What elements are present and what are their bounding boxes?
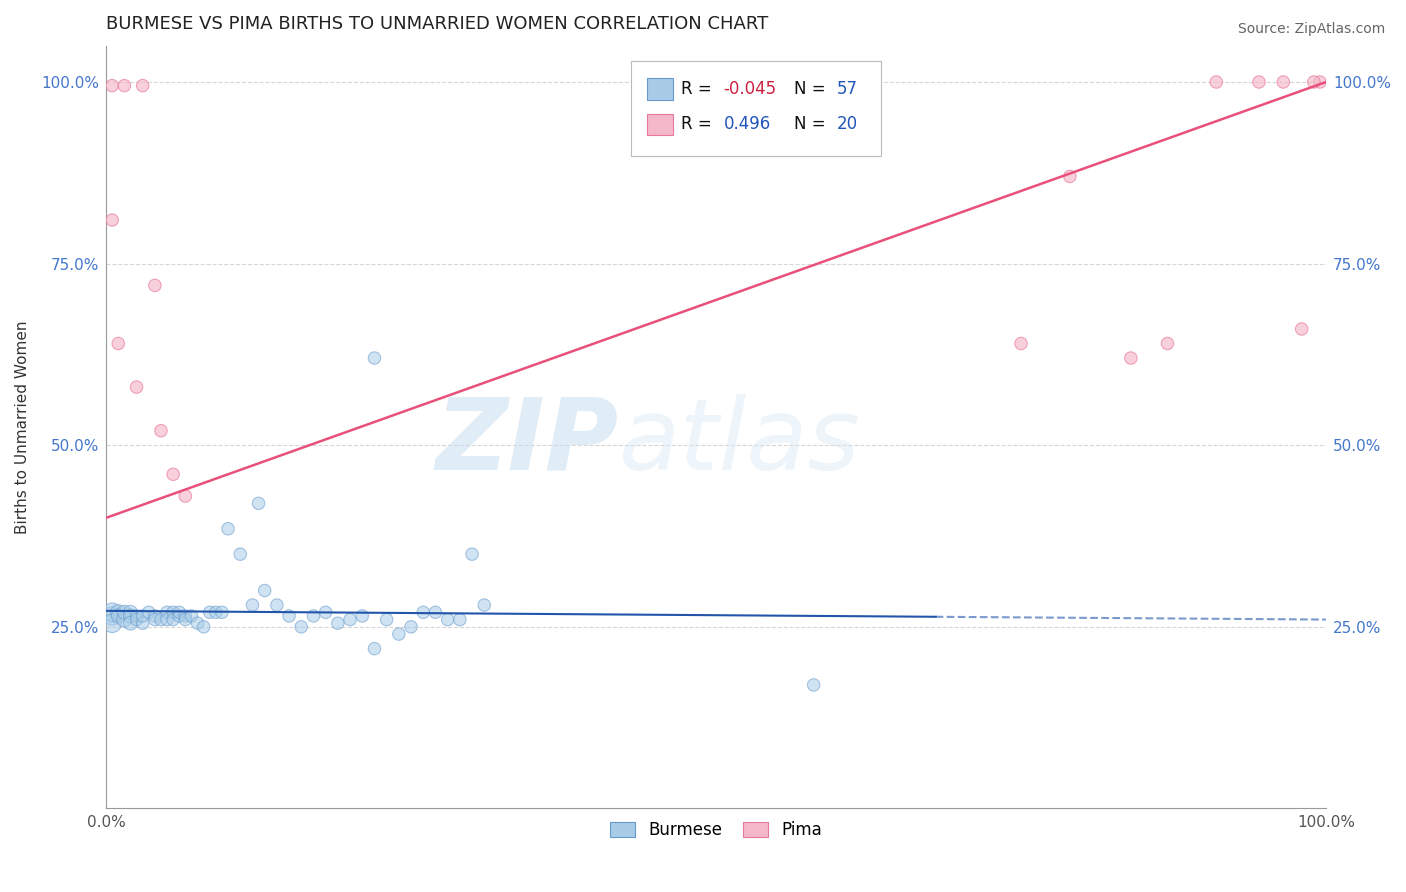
FancyBboxPatch shape — [647, 78, 673, 100]
Point — [1156, 336, 1178, 351]
Point — [1272, 75, 1295, 89]
Point — [302, 609, 325, 624]
Point — [1010, 336, 1032, 351]
FancyBboxPatch shape — [647, 113, 673, 135]
Point — [107, 336, 129, 351]
Point — [112, 613, 135, 627]
Point — [1205, 75, 1227, 89]
Text: R =: R = — [681, 115, 721, 133]
Point — [125, 613, 148, 627]
Point — [1309, 75, 1331, 89]
Point — [120, 616, 142, 631]
Point — [143, 609, 166, 624]
Point — [156, 613, 179, 627]
Point — [101, 78, 124, 93]
Point — [131, 609, 153, 624]
Point — [412, 605, 434, 619]
Point — [112, 78, 135, 93]
Point — [375, 613, 398, 627]
Point — [339, 613, 361, 627]
Point — [131, 616, 153, 631]
Text: atlas: atlas — [619, 393, 860, 491]
Point — [363, 641, 385, 656]
Point — [143, 278, 166, 293]
Point — [290, 620, 312, 634]
Point — [101, 616, 124, 631]
Point — [107, 605, 129, 619]
Point — [449, 613, 471, 627]
Point — [162, 605, 184, 619]
Point — [131, 78, 153, 93]
Point — [101, 213, 124, 227]
Text: 57: 57 — [837, 80, 858, 98]
Point — [174, 613, 197, 627]
Point — [149, 424, 172, 438]
Point — [326, 616, 349, 631]
Point — [1291, 322, 1313, 336]
Point — [399, 620, 422, 634]
Point — [193, 620, 215, 634]
Text: ZIP: ZIP — [436, 393, 619, 491]
Point — [1302, 75, 1324, 89]
Point — [388, 627, 411, 641]
Point — [1059, 169, 1081, 184]
FancyBboxPatch shape — [631, 61, 880, 156]
Point — [242, 598, 264, 612]
Text: -0.045: -0.045 — [723, 80, 776, 98]
Point — [198, 605, 221, 619]
Point — [180, 609, 202, 624]
Point — [101, 605, 124, 619]
Point — [266, 598, 288, 612]
Point — [461, 547, 484, 561]
Point — [247, 496, 270, 510]
Point — [149, 613, 172, 627]
Point — [278, 609, 301, 624]
Point — [125, 609, 148, 624]
Point — [363, 351, 385, 365]
Point — [167, 605, 190, 619]
Point — [156, 605, 179, 619]
Point — [205, 605, 228, 619]
Point — [138, 605, 160, 619]
Text: N =: N = — [794, 115, 831, 133]
Point — [120, 605, 142, 619]
Text: N =: N = — [794, 80, 831, 98]
Text: 0.496: 0.496 — [723, 115, 770, 133]
Point — [107, 609, 129, 624]
Point — [1119, 351, 1142, 365]
Text: BURMESE VS PIMA BIRTHS TO UNMARRIED WOMEN CORRELATION CHART: BURMESE VS PIMA BIRTHS TO UNMARRIED WOME… — [105, 15, 768, 33]
Text: Source: ZipAtlas.com: Source: ZipAtlas.com — [1237, 22, 1385, 37]
Point — [125, 380, 148, 394]
Point — [211, 605, 233, 619]
Point — [436, 613, 458, 627]
Text: R =: R = — [681, 80, 717, 98]
Point — [803, 678, 825, 692]
Point — [174, 609, 197, 624]
Point — [162, 467, 184, 482]
Point — [315, 605, 337, 619]
Point — [425, 605, 447, 619]
Point — [143, 613, 166, 627]
Point — [472, 598, 495, 612]
Point — [174, 489, 197, 503]
Text: 20: 20 — [837, 115, 858, 133]
Point — [217, 522, 239, 536]
Point — [229, 547, 252, 561]
Point — [187, 616, 209, 631]
Point — [352, 609, 374, 624]
Point — [120, 609, 142, 624]
Legend: Burmese, Pima: Burmese, Pima — [603, 814, 828, 846]
Point — [167, 609, 190, 624]
Point — [1247, 75, 1270, 89]
Point — [253, 583, 276, 598]
Point — [162, 613, 184, 627]
Point — [101, 609, 124, 624]
Point — [112, 605, 135, 619]
Y-axis label: Births to Unmarried Women: Births to Unmarried Women — [15, 320, 30, 533]
